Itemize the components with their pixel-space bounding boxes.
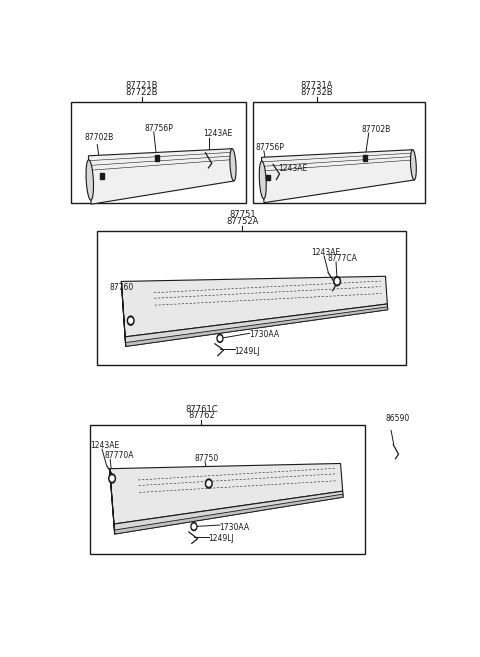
Text: 86590: 86590	[385, 414, 410, 423]
Circle shape	[334, 277, 340, 286]
Circle shape	[110, 476, 114, 481]
Bar	[253, 102, 424, 203]
Polygon shape	[109, 468, 115, 534]
Text: 1730AA: 1730AA	[219, 522, 249, 532]
Text: 87702B: 87702B	[361, 125, 391, 134]
Ellipse shape	[86, 160, 94, 200]
Bar	[97, 231, 406, 365]
Bar	[100, 173, 104, 179]
Circle shape	[217, 334, 223, 342]
Ellipse shape	[259, 161, 266, 199]
Circle shape	[207, 481, 211, 486]
Text: 8777CA: 8777CA	[328, 254, 358, 263]
Polygon shape	[121, 276, 387, 337]
Text: 87770A: 87770A	[105, 451, 134, 461]
Text: 1249LJ: 1249LJ	[234, 346, 260, 355]
Ellipse shape	[410, 150, 416, 180]
Circle shape	[127, 316, 134, 325]
Circle shape	[191, 522, 197, 531]
Circle shape	[109, 474, 115, 483]
Text: 87751: 87751	[229, 210, 255, 219]
Polygon shape	[121, 281, 126, 346]
Circle shape	[336, 279, 339, 284]
Bar	[363, 156, 367, 161]
Circle shape	[192, 524, 195, 529]
Polygon shape	[114, 494, 343, 534]
Polygon shape	[125, 304, 388, 346]
Polygon shape	[262, 150, 414, 203]
Text: 87760: 87760	[109, 283, 133, 292]
Circle shape	[129, 318, 132, 323]
Text: 87756P: 87756P	[145, 124, 174, 133]
Text: 87731A: 87731A	[300, 81, 333, 91]
Text: 87761C: 87761C	[185, 405, 217, 415]
Circle shape	[218, 336, 222, 340]
Polygon shape	[125, 307, 388, 346]
Text: 1730AA: 1730AA	[249, 330, 279, 339]
Bar	[266, 175, 270, 180]
Polygon shape	[88, 148, 234, 204]
Text: 1243AE: 1243AE	[311, 248, 340, 257]
Text: 87752A: 87752A	[226, 217, 258, 225]
Text: 1243AE: 1243AE	[90, 441, 119, 450]
Polygon shape	[109, 463, 343, 524]
Text: 87750: 87750	[195, 454, 219, 463]
Text: 87732B: 87732B	[300, 87, 333, 97]
Text: 1243AE: 1243AE	[278, 164, 307, 173]
Bar	[155, 156, 159, 161]
Circle shape	[205, 479, 212, 488]
Text: 1249LJ: 1249LJ	[208, 534, 234, 543]
Text: 87756P: 87756P	[255, 143, 284, 152]
Text: 87762: 87762	[188, 411, 215, 420]
Text: 1243AE: 1243AE	[203, 129, 232, 138]
Bar	[71, 102, 246, 203]
Text: 87721B: 87721B	[126, 81, 158, 91]
Text: 87702B: 87702B	[84, 133, 113, 142]
Ellipse shape	[230, 148, 236, 181]
Text: 87722B: 87722B	[126, 87, 158, 97]
Bar	[90, 425, 365, 555]
Polygon shape	[114, 491, 343, 534]
